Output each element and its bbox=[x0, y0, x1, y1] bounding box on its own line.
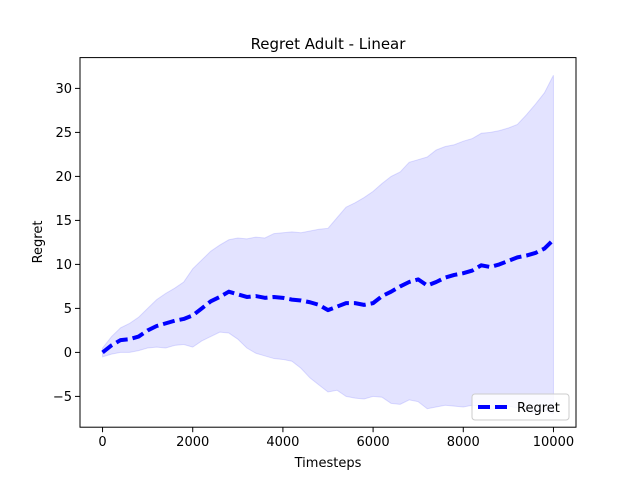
y-tick-label: −5 bbox=[53, 390, 72, 405]
legend-label-regret: Regret bbox=[517, 401, 560, 416]
x-tick-label: 0 bbox=[98, 435, 106, 450]
confidence-band bbox=[102, 74, 554, 415]
x-axis-label: Timesteps bbox=[294, 456, 362, 471]
y-tick-label: 0 bbox=[64, 346, 72, 361]
y-tick-label: 20 bbox=[55, 170, 72, 185]
axes-frame bbox=[79, 57, 577, 428]
legend-box bbox=[471, 393, 570, 421]
y-tick-label: 5 bbox=[64, 302, 72, 317]
confidence-band-layer bbox=[102, 74, 554, 415]
y-tick-label: 25 bbox=[55, 126, 72, 141]
regret-line bbox=[101, 238, 555, 354]
legend: Regret bbox=[471, 393, 570, 421]
regret-line-layer bbox=[101, 238, 555, 354]
x-tick-label: 4000 bbox=[266, 435, 299, 450]
x-tick-label: 10000 bbox=[533, 435, 574, 450]
y-tick-label: 15 bbox=[55, 214, 72, 229]
y-tick-label: 10 bbox=[55, 258, 72, 273]
y-tick-label: 30 bbox=[55, 82, 72, 97]
x-tick-label: 6000 bbox=[357, 435, 390, 450]
x-tick-label: 8000 bbox=[447, 435, 480, 450]
x-tick-label: 2000 bbox=[176, 435, 209, 450]
y-axis-ticks: −5 0 5 10 15 20 25 30 bbox=[53, 82, 80, 405]
x-axis-ticks: 0 2000 4000 6000 8000 10000 bbox=[98, 427, 574, 450]
chart-title: Regret Adult - Linear bbox=[251, 35, 407, 53]
y-axis-label: Regret bbox=[31, 221, 46, 264]
